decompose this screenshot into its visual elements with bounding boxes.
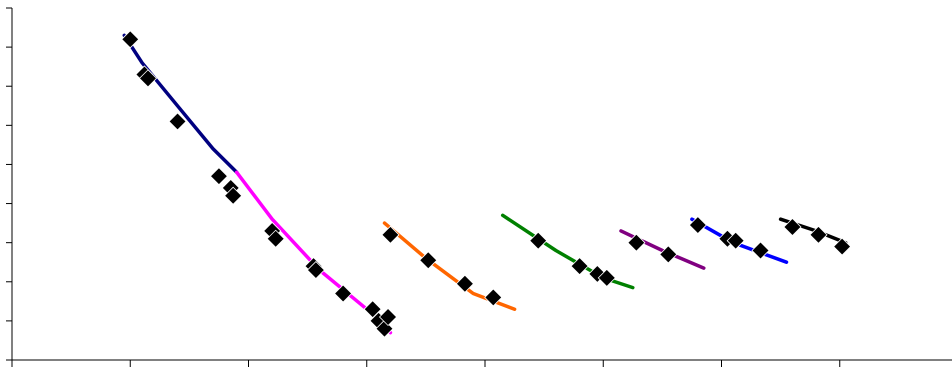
data-point-series-3	[455, 274, 474, 293]
data-point-series-7	[783, 217, 802, 237]
data-point-series-4	[570, 257, 589, 276]
series-line-1	[122, 33, 239, 175]
data-point-series-1	[138, 69, 158, 88]
data-point-series-2	[266, 229, 285, 248]
data-point-series-5	[627, 233, 646, 252]
data-point-series-4	[588, 264, 607, 284]
data-point-series-6	[688, 216, 707, 235]
data-point-series-3	[484, 288, 503, 307]
data-point-series-1	[168, 112, 187, 131]
data-point-series-5	[659, 245, 678, 264]
data-point-series-1	[224, 186, 243, 205]
data-point-series-3	[419, 251, 438, 270]
data-point-series-1	[209, 167, 229, 186]
data-point-series-3	[381, 225, 400, 244]
data-point-series-1	[121, 30, 140, 49]
data-point-series-7	[833, 237, 852, 256]
data-point-series-2	[306, 260, 325, 280]
data-point-series-4	[529, 231, 548, 250]
data-point-series-2	[363, 300, 382, 319]
data-point-series-2	[334, 284, 353, 303]
data-point-series-4	[597, 268, 616, 287]
axes	[6, 7, 952, 367]
data-points	[121, 30, 852, 338]
series-line-5	[619, 229, 706, 270]
data-point-series-7	[809, 225, 828, 244]
data-point-series-6	[726, 231, 745, 250]
data-point-series-2	[378, 307, 398, 327]
data-point-series-6	[751, 241, 770, 260]
